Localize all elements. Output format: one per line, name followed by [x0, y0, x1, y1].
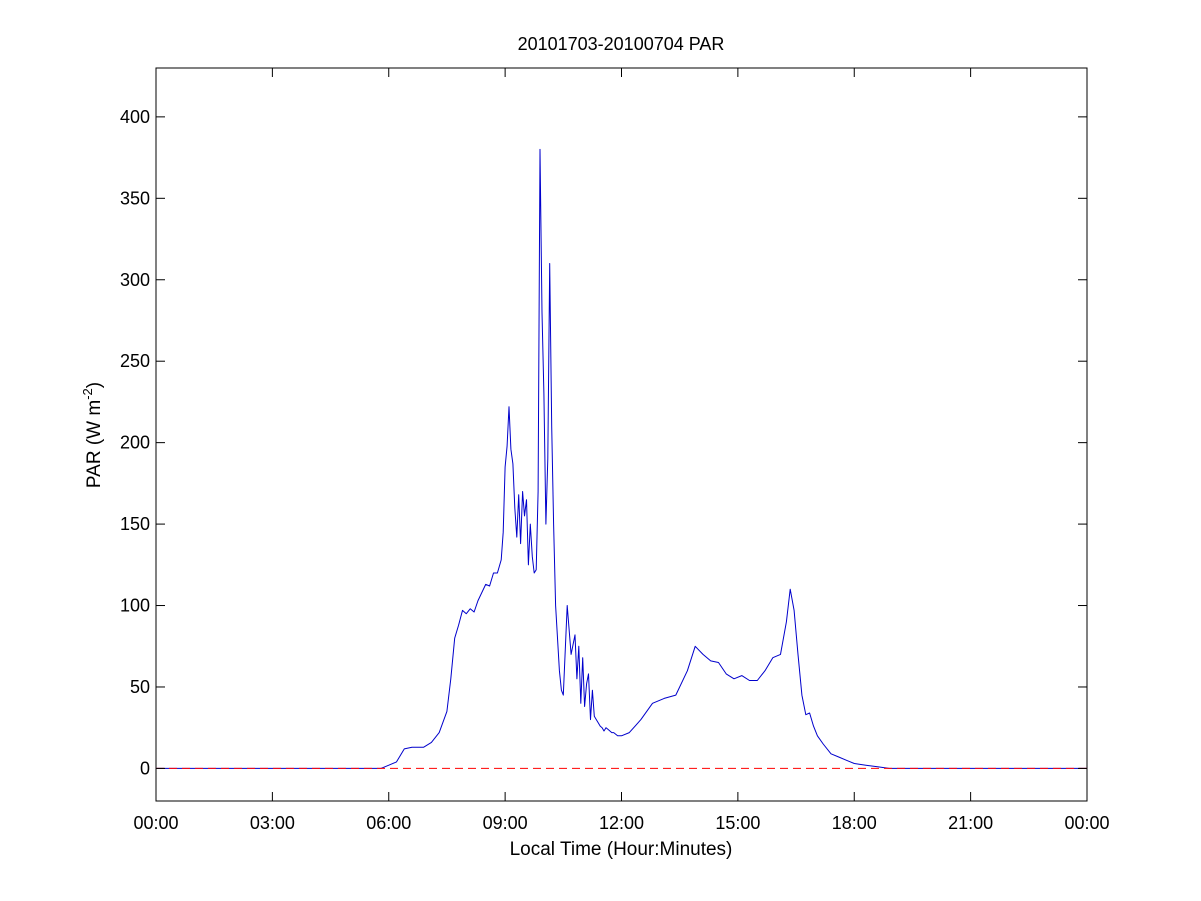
x-tick-label: 00:00 [1064, 813, 1109, 833]
x-tick-label: 21:00 [948, 813, 993, 833]
x-tick-label: 18:00 [832, 813, 877, 833]
series-layer [156, 148, 1087, 769]
y-axis-label-main: PAR (W m [84, 400, 105, 488]
y-axis-label: PAR (W m-2) [80, 382, 105, 488]
x-tick-label: 03:00 [250, 813, 295, 833]
y-tick-label: 200 [120, 433, 150, 453]
plot-area [155, 67, 1088, 802]
y-tick-label: 400 [120, 107, 150, 127]
chart-title: 20101703-20100704 PAR [518, 34, 725, 54]
x-tick-label: 09:00 [483, 813, 528, 833]
y-axis-label-close: ) [84, 382, 105, 388]
ticks-layer: 00:00 03:00 06:00 09:00 12:00 15:00 18:00 21:00… [120, 68, 1110, 833]
y-axis-label-superscript: -2 [80, 388, 95, 400]
y-tick-label: 100 [120, 596, 150, 616]
y-tick-label: 150 [120, 514, 150, 534]
x-tick-label: 12:00 [599, 813, 644, 833]
x-tick-label: 15:00 [715, 813, 760, 833]
y-tick-label: 250 [120, 351, 150, 371]
y-tick-label: 0 [140, 758, 150, 778]
y-tick-label: 50 [130, 677, 150, 697]
x-tick-label: 00:00 [133, 813, 178, 833]
y-tick-label: 350 [120, 188, 150, 208]
par-series-line [156, 148, 1087, 769]
x-axis-label: Local Time (Hour:Minutes) [510, 839, 733, 860]
x-tick-label: 06:00 [366, 813, 411, 833]
y-tick-label: 300 [120, 270, 150, 290]
